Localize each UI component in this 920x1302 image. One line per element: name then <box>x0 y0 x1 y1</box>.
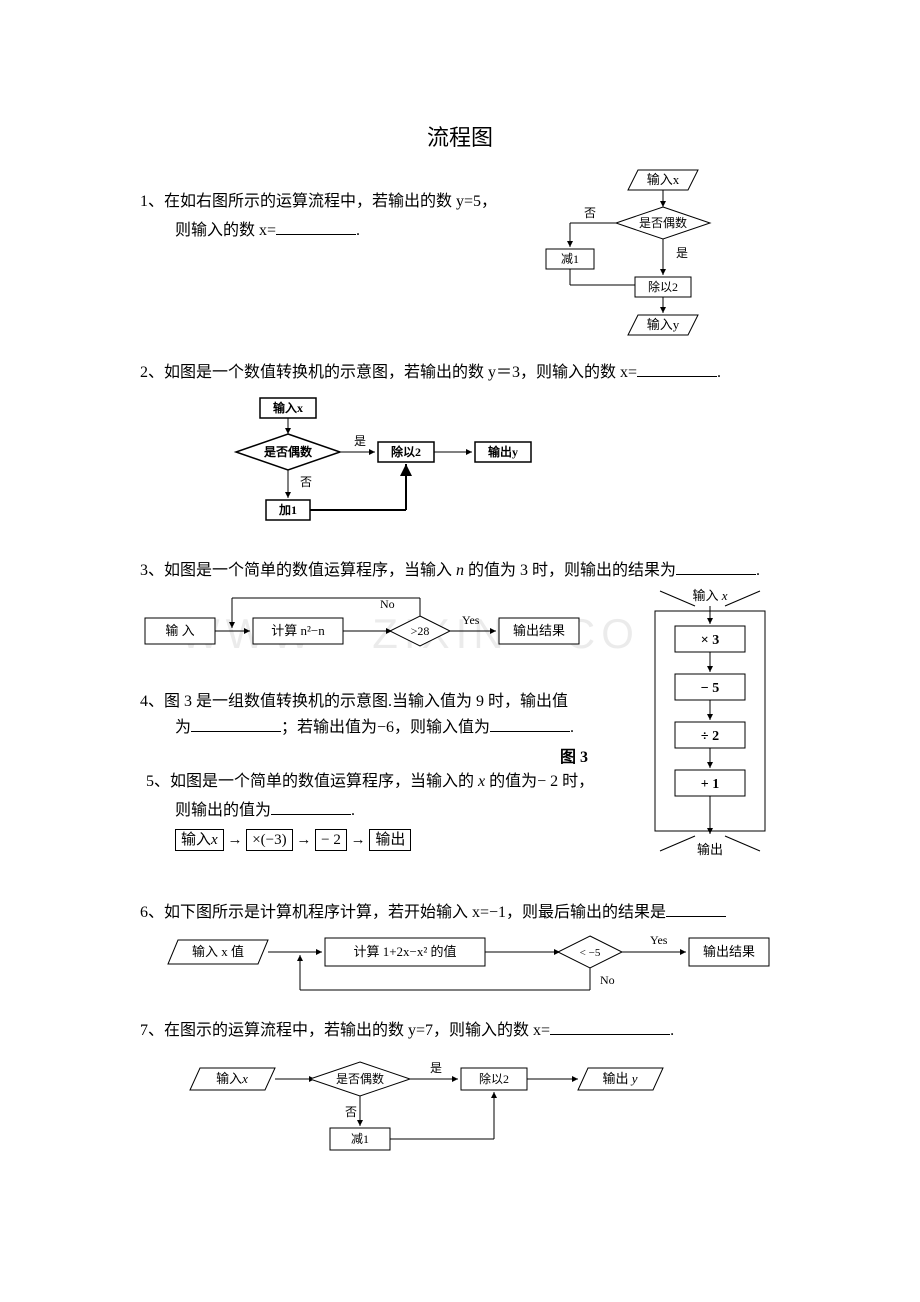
q1-no-label: 否 <box>584 206 596 220</box>
q7-line1: 7、在图示的运算流程中，若输出的数 y=7，则输入的数 x=. <box>140 1018 674 1043</box>
page: 流程图 WWW · ZIXIN · CO 1、在如右图所示的运算流程中，若输出的… <box>0 0 920 1302</box>
q1-blank <box>276 218 356 235</box>
q1-flowchart: 输入x 是否偶数 否 减1 是 除以2 输入y <box>530 165 750 345</box>
q2-in-x: 输入x <box>273 400 303 415</box>
q3-text-b: 的值为 3 时，则输出的结果为 <box>464 562 676 579</box>
q7-in-x: 输入x <box>216 1071 248 1086</box>
q6-calc: 计算 1+2x−x² 的值 <box>353 944 456 959</box>
q1-sub1: 减1 <box>561 252 579 266</box>
q4-s4: + 1 <box>701 777 719 792</box>
q1-line2-text: 则输入的数 x= <box>175 222 276 239</box>
q2-div2: 除以2 <box>391 444 421 459</box>
q4-t2: 为 <box>175 719 191 736</box>
q3-line1: 3、如图是一个简单的数值运算程序，当输入 n 的值为 3 时，则输出的结果为. <box>140 558 760 583</box>
q7-sub1: 减1 <box>351 1132 369 1146</box>
q7-div2: 除以2 <box>479 1071 509 1086</box>
q4-t3: ；若输出值为−6，则输入值为 <box>281 719 490 736</box>
q2-out-y: 输出y <box>488 444 518 459</box>
q2-no-label: 否 <box>300 475 312 489</box>
q7-flowchart: 输入x 是否偶数 是 除以2 输出 y 否 减1 <box>180 1050 700 1160</box>
q2-line1: 2、如图是一个数值转换机的示意图，若输出的数 y＝3，则输入的数 x=. <box>140 360 721 385</box>
q7-text: 7、在图示的运算流程中，若输出的数 y=7，则输入的数 x= <box>140 1022 550 1039</box>
q1-evenq: 是否偶数 <box>639 215 687 230</box>
q5-flow: 输入x → ×(−3) → − 2 → 输出 <box>175 828 411 849</box>
q1-line1: 1、在如右图所示的运算流程中，若输出的数 y=5， <box>140 190 570 214</box>
q1-div2: 除以2 <box>648 279 678 294</box>
q7-blank <box>550 1018 670 1035</box>
q5-line1: 5、如图是一个简单的数值运算程序，当输入的 x 的值为− 2 时， <box>146 770 606 794</box>
q5-t2: 则输出的值为 <box>175 802 271 819</box>
q4-s1: × 3 <box>701 633 719 648</box>
q6-line1: 6、如下图所示是计算机程序计算，若开始输入 x=−1，则最后输出的结果是 <box>140 900 726 925</box>
q7-out-y: 输出 y <box>602 1071 637 1086</box>
q3-var-n: n <box>456 562 464 579</box>
q4-blank2 <box>490 715 570 732</box>
q3-no: No <box>380 597 395 611</box>
q5-b1: 输入x <box>175 829 224 851</box>
q5-arrow2: → <box>296 832 315 848</box>
q6-yes: Yes <box>650 933 668 947</box>
q3-input: 输 入 <box>165 623 194 638</box>
q2-evenq: 是否偶数 <box>263 444 313 459</box>
q7-no: 否 <box>345 1105 357 1119</box>
q1-line2: 则输入的数 x=. <box>175 218 360 243</box>
q2-yes-label: 是 <box>354 434 366 448</box>
q5-arrow3: → <box>351 832 370 848</box>
q5-b4: 输出 <box>369 829 411 851</box>
q3-out: 输出结果 <box>513 623 565 638</box>
q2-text: 2、如图是一个数值转换机的示意图，若输出的数 y＝3，则输入的数 x= <box>140 364 637 381</box>
q3-flowchart: 输 入 计算 n²−n >28 No Yes 输出结果 <box>140 588 620 668</box>
q5-blank <box>271 798 351 815</box>
q3-text-a: 3、如图是一个简单的数值运算程序，当输入 <box>140 562 456 579</box>
q4-in-label: 输入 x <box>692 588 727 603</box>
q3-cond: >28 <box>411 624 430 638</box>
q6-no: No <box>600 973 615 987</box>
q5-arrow1: → <box>227 832 246 848</box>
q7-yes: 是 <box>430 1061 442 1075</box>
q4-flowchart: 输入 x × 3 − 5 ÷ 2 + 1 输出 <box>630 586 790 866</box>
q4-s2: − 5 <box>701 681 719 696</box>
q1-out-y: 输入y <box>647 317 680 332</box>
q4-out-label: 输出 <box>697 842 723 857</box>
q4-line1: 4、图 3 是一组数值转换机的示意图.当输入值为 9 时，输出值 <box>140 690 600 714</box>
q6-blank <box>666 900 726 917</box>
q4-blank1 <box>191 715 281 732</box>
q5-b3: − 2 <box>315 829 347 851</box>
q2-blank <box>637 360 717 377</box>
q5-b2: ×(−3) <box>246 829 292 851</box>
q6-out: 输出结果 <box>703 944 755 959</box>
q1-in-x: 输入x <box>647 172 680 187</box>
q1-yes-label: 是 <box>676 246 688 260</box>
q3-yes: Yes <box>462 613 480 627</box>
q5-line2: 则输出的值为. <box>175 798 355 823</box>
q4-s3: ÷ 2 <box>701 729 719 744</box>
q3-blank <box>676 558 756 575</box>
q2-add1: 加1 <box>278 502 297 517</box>
q7-evenq: 是否偶数 <box>336 1071 384 1086</box>
page-title: 流程图 <box>0 120 920 152</box>
q3-calc: 计算 n²−n <box>271 623 325 638</box>
q6-cond: < −5 <box>580 947 601 959</box>
q4-caption: 图 3 <box>560 746 588 770</box>
q6-flowchart: 输入 x 值 计算 1+2x−x² 的值 < −5 Yes 输出结果 No <box>160 928 800 1008</box>
q6-text: 6、如下图所示是计算机程序计算，若开始输入 x=−1，则最后输出的结果是 <box>140 904 666 921</box>
q6-in: 输入 x 值 <box>192 944 244 959</box>
q2-flowchart: 输入x 是否偶数 是 除以2 输出y 否 加1 <box>200 390 580 530</box>
q4-line2: 为；若输出值为−6，则输入值为. <box>175 715 574 740</box>
